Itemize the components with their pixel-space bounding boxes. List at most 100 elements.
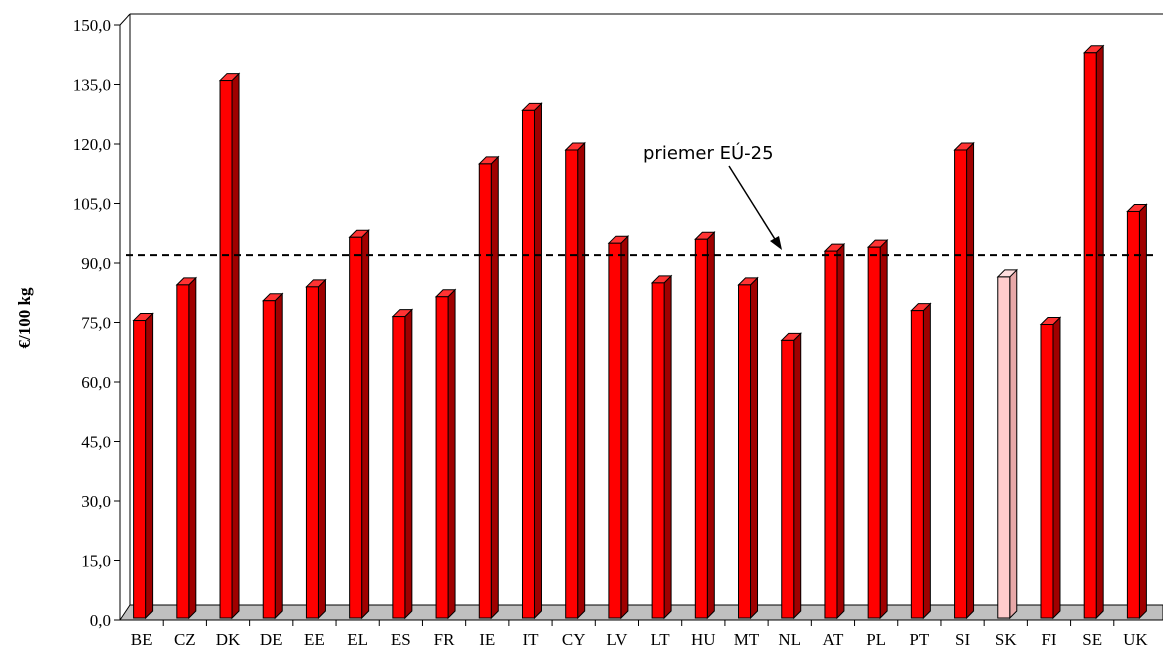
bar-hu (694, 231, 716, 620)
bar-ie (478, 155, 500, 620)
bar-side (663, 274, 672, 620)
bar-es (391, 308, 414, 620)
x-tick-label: CZ (174, 630, 196, 649)
bars (132, 44, 1148, 620)
bar-front (781, 339, 795, 619)
x-tick-label: EL (347, 630, 368, 649)
bar-fi (1039, 316, 1062, 620)
bar-front (738, 284, 752, 619)
y-tick-label: 120,0 (73, 135, 111, 154)
y-tick-label: 0,0 (90, 611, 111, 630)
x-tick-label: DE (260, 630, 283, 649)
x-tick-label: PL (866, 630, 886, 649)
x-tick-label: NL (778, 630, 801, 649)
bar-lt (650, 274, 673, 620)
bar-front (867, 246, 881, 619)
bar-pt (910, 302, 932, 620)
bar-side (922, 302, 931, 620)
bar-sk (996, 268, 1018, 620)
bar-front (1040, 324, 1054, 619)
x-tick-label: BE (131, 630, 153, 649)
x-axis: BE CZ DK DE EE EL ES FR IE IT CY LV LT HU MT NL AT PL PT SI… (120, 619, 1163, 649)
x-tick-label: FI (1041, 630, 1056, 649)
x-tick-label: PT (909, 630, 929, 649)
bar-side (836, 242, 845, 620)
bar-front (565, 149, 579, 619)
y-tick-label: 135,0 (73, 76, 111, 95)
bar-side (404, 308, 413, 620)
bar-side (533, 102, 542, 620)
bar-front (392, 316, 406, 619)
bar-lv (607, 234, 630, 620)
reference-line-label: priemer EÚ-25 (643, 142, 774, 164)
bar-side (490, 155, 499, 620)
x-tick-label: UK (1123, 630, 1148, 649)
bar-be (132, 312, 154, 620)
bar-de (262, 292, 284, 620)
wall-corner (119, 13, 131, 26)
bar-side (1095, 44, 1104, 620)
bar-front (521, 109, 535, 619)
bar-side (750, 276, 759, 620)
bar-dk (218, 72, 241, 620)
x-tick-label: SE (1082, 630, 1102, 649)
bar-uk (1126, 203, 1148, 620)
x-tick-label: FR (434, 630, 455, 649)
x-tick-label: ES (391, 630, 411, 649)
reference-line-group: priemer EÚ-25 (126, 142, 1155, 257)
bar-cz (175, 276, 198, 620)
x-tick-label: SI (955, 630, 970, 649)
y-tick-label: 45,0 (81, 433, 111, 452)
y-tick-label: 75,0 (81, 314, 111, 333)
bar-fr (434, 288, 457, 620)
y-axis-label: €/100 kg (15, 287, 34, 348)
bar-cy (564, 141, 586, 620)
bar-front (694, 238, 708, 619)
bar-el (348, 229, 370, 620)
x-tick-label: IT (522, 630, 539, 649)
bar-at (823, 242, 846, 620)
y-tick-label: 60,0 (81, 373, 111, 392)
bar-side (706, 231, 715, 620)
bar-side (361, 229, 370, 620)
y-tick-label: 30,0 (81, 492, 111, 511)
bar-side (577, 141, 586, 620)
bar-side (274, 292, 283, 620)
bar-si (953, 141, 975, 620)
bar-front (349, 236, 363, 619)
bar-ee (305, 278, 327, 620)
bar-side (620, 234, 629, 620)
y-tick-label: 15,0 (81, 552, 111, 571)
bar-nl (780, 332, 802, 620)
bar-side (231, 72, 240, 620)
x-tick-label: AT (823, 630, 844, 649)
bar-front (1126, 210, 1140, 619)
bar-side (188, 276, 197, 620)
annotation-arrow (728, 165, 779, 245)
x-tick-label: HU (691, 630, 716, 649)
y-tick-label: 105,0 (73, 195, 111, 214)
x-tick-label: LT (650, 630, 670, 649)
x-tick-label: EE (304, 630, 325, 649)
y-tick-label: 150,0 (73, 16, 111, 35)
x-tick-label: MT (734, 630, 760, 649)
bar-side (1052, 316, 1061, 620)
annotation-arrowhead (770, 236, 782, 250)
y-tick-label: 90,0 (81, 254, 111, 273)
bar-front (1083, 52, 1097, 619)
x-tick-label: IE (479, 630, 495, 649)
bar-front (651, 282, 665, 619)
bar-front (133, 320, 147, 619)
x-tick-label: CY (562, 630, 586, 649)
bar-front (954, 149, 968, 619)
bar-front (478, 163, 492, 619)
bar-front (824, 250, 838, 619)
bar-front (176, 284, 190, 619)
bar-mt (737, 276, 759, 620)
bar-front (305, 286, 319, 619)
bar-se (1082, 44, 1105, 620)
bar-side (966, 141, 975, 620)
x-tick-label: SK (995, 630, 1017, 649)
bar-side (317, 278, 326, 620)
